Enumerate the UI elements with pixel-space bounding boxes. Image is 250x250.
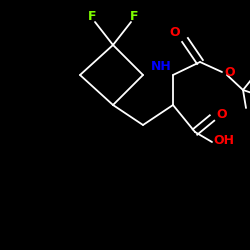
Text: O: O	[170, 26, 180, 38]
Text: F: F	[88, 10, 96, 24]
Text: O: O	[217, 108, 227, 122]
Text: NH: NH	[150, 60, 172, 74]
Text: F: F	[130, 10, 138, 24]
Text: OH: OH	[214, 134, 234, 146]
Text: O: O	[225, 66, 235, 78]
